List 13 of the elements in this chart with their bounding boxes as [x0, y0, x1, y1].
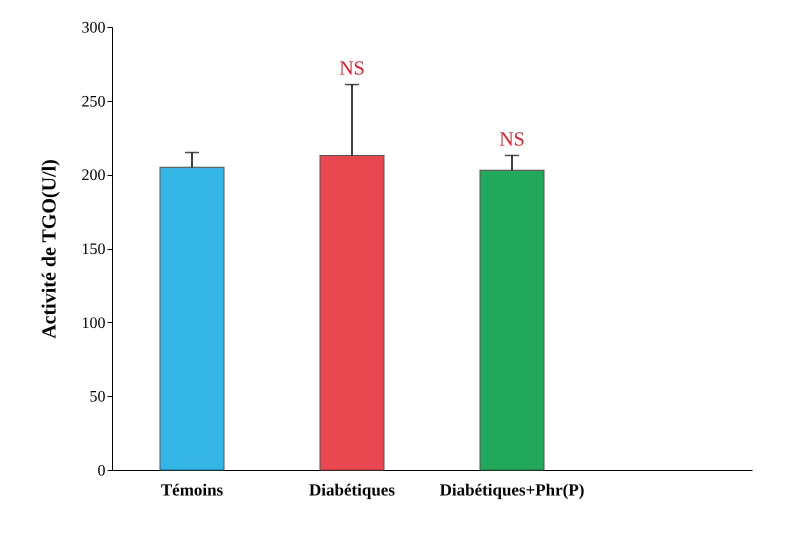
y-tick-label: 250 [82, 93, 106, 110]
y-tick-label: 300 [82, 20, 106, 36]
x-tick-label: Témoins [160, 480, 224, 500]
x-tick-label: Diabétiques [309, 480, 396, 500]
y-tick-label: 100 [82, 314, 106, 332]
y-tick-label: 150 [82, 241, 106, 258]
y-axis-title: Activité de TGO(U/l) [38, 159, 60, 339]
y-tick-label: 50 [90, 388, 106, 406]
x-tick-label: Diabétiques+Phr(P) [440, 480, 584, 500]
y-tick-label: 0 [98, 462, 106, 480]
annotation: NS [339, 58, 365, 80]
y-tick-label: 200 [82, 167, 106, 184]
annotation: NS [499, 128, 525, 150]
